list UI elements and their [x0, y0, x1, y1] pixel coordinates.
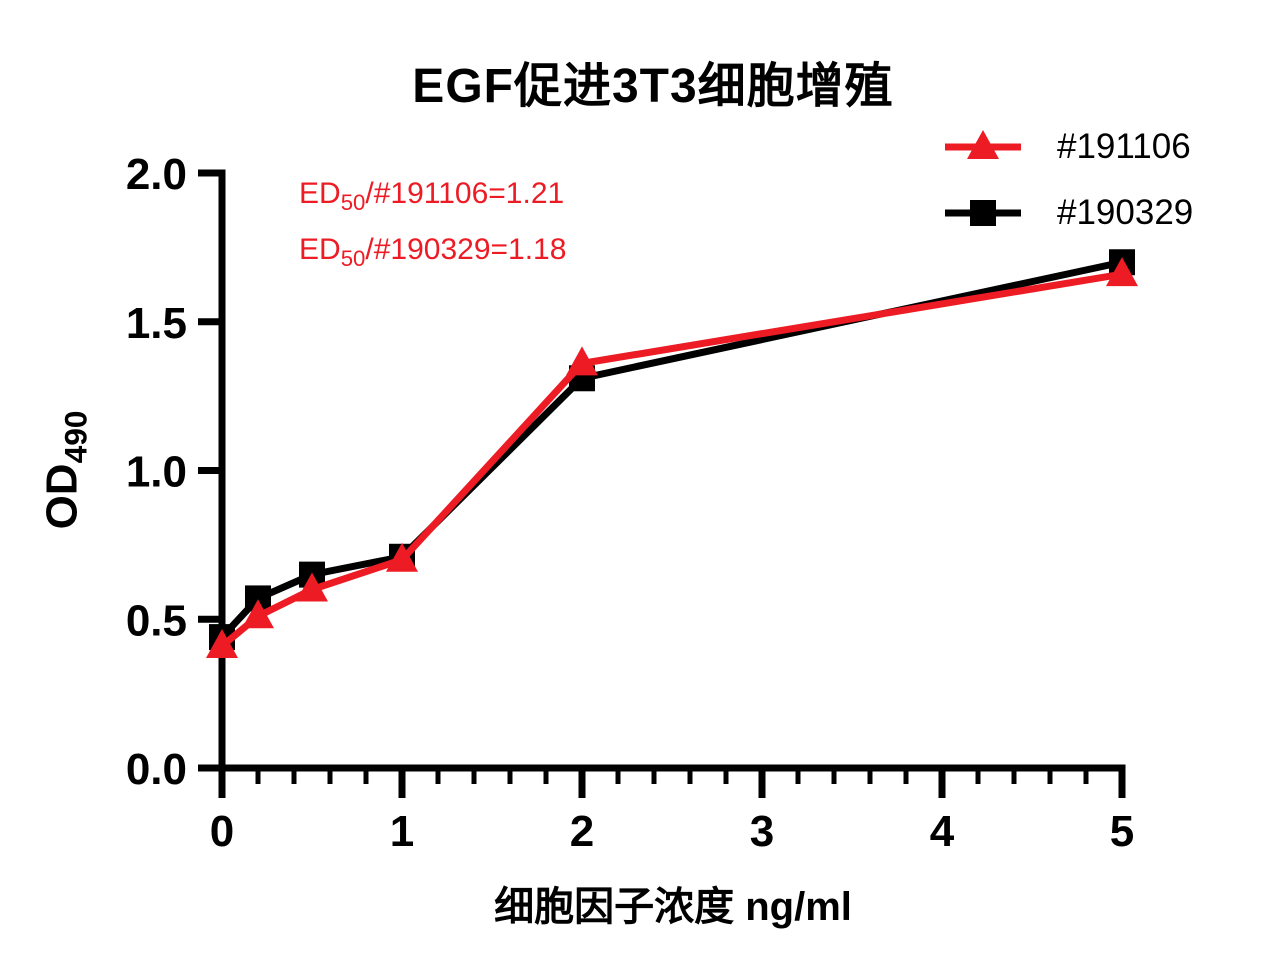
ed50-prefix: ED	[299, 233, 341, 266]
ed50-subscript: 50	[340, 246, 366, 271]
ed50-annotations: ED50/#191106=1.21 ED50/#190329=1.18	[299, 170, 566, 282]
y-axis-label-subscript: 490	[57, 410, 94, 464]
legend-label-191106: #191106	[1057, 127, 1191, 166]
ed50-prefix: ED	[299, 177, 341, 210]
y-axis-label-text: OD	[37, 463, 87, 530]
triangle-marker-icon	[242, 599, 274, 629]
triangle-marker-icon	[296, 572, 328, 602]
y-tick-label: 2.0	[126, 150, 187, 199]
y-tick-label: 1.5	[126, 299, 187, 348]
x-tick-label: 3	[750, 807, 774, 856]
triangle-marker-icon	[1106, 257, 1138, 287]
y-tick-label: 1.0	[126, 448, 187, 497]
y-tick-label: 0.5	[126, 596, 187, 645]
ed50-subscript: 50	[340, 190, 366, 215]
x-tick-label: 4	[930, 807, 955, 856]
x-tick-label: 2	[570, 807, 594, 856]
legend-label-190329: #190329	[1057, 193, 1194, 232]
legend-item-191106: #191106	[943, 126, 1193, 168]
legend: #191106 #190329	[943, 126, 1193, 234]
x-tick-label: 5	[1110, 807, 1134, 856]
y-axis-ticks: 0.0 0.5 1.0 1.5 2.0	[126, 150, 222, 794]
series-190329	[209, 249, 1135, 651]
series-191106	[206, 257, 1138, 659]
ed50-annotation-190329: ED50/#190329=1.18	[299, 226, 566, 282]
legend-square-marker-icon	[945, 200, 1021, 226]
x-tick-label: 0	[210, 807, 234, 856]
legend-item-190329: #190329	[943, 192, 1193, 234]
x-axis-ticks: 0 1 2 3 4 5	[210, 768, 1134, 856]
legend-triangle-marker-icon	[945, 130, 1021, 159]
triangle-marker-icon	[386, 542, 418, 572]
series-line	[219, 258, 1123, 640]
y-axis-label: OD490	[38, 411, 95, 530]
x-tick-label: 1	[390, 807, 414, 856]
series-line	[219, 270, 1123, 649]
x-axis-label: 细胞因子浓度 ng/ml	[494, 885, 852, 929]
chart-title: EGF促进3T3细胞增殖	[412, 60, 894, 113]
triangle-marker-icon	[566, 346, 598, 376]
ed50-value: /#191106=1.21	[365, 177, 565, 210]
triangle-marker-icon	[206, 629, 238, 659]
ed50-annotation-191106: ED50/#191106=1.21	[299, 170, 566, 226]
y-tick-label: 0.0	[126, 745, 187, 794]
ed50-value: /#190329=1.18	[365, 233, 567, 266]
